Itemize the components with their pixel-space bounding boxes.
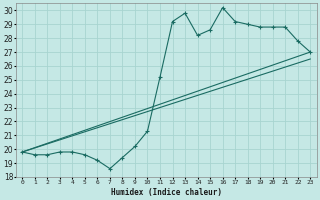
X-axis label: Humidex (Indice chaleur): Humidex (Indice chaleur)	[111, 188, 222, 197]
